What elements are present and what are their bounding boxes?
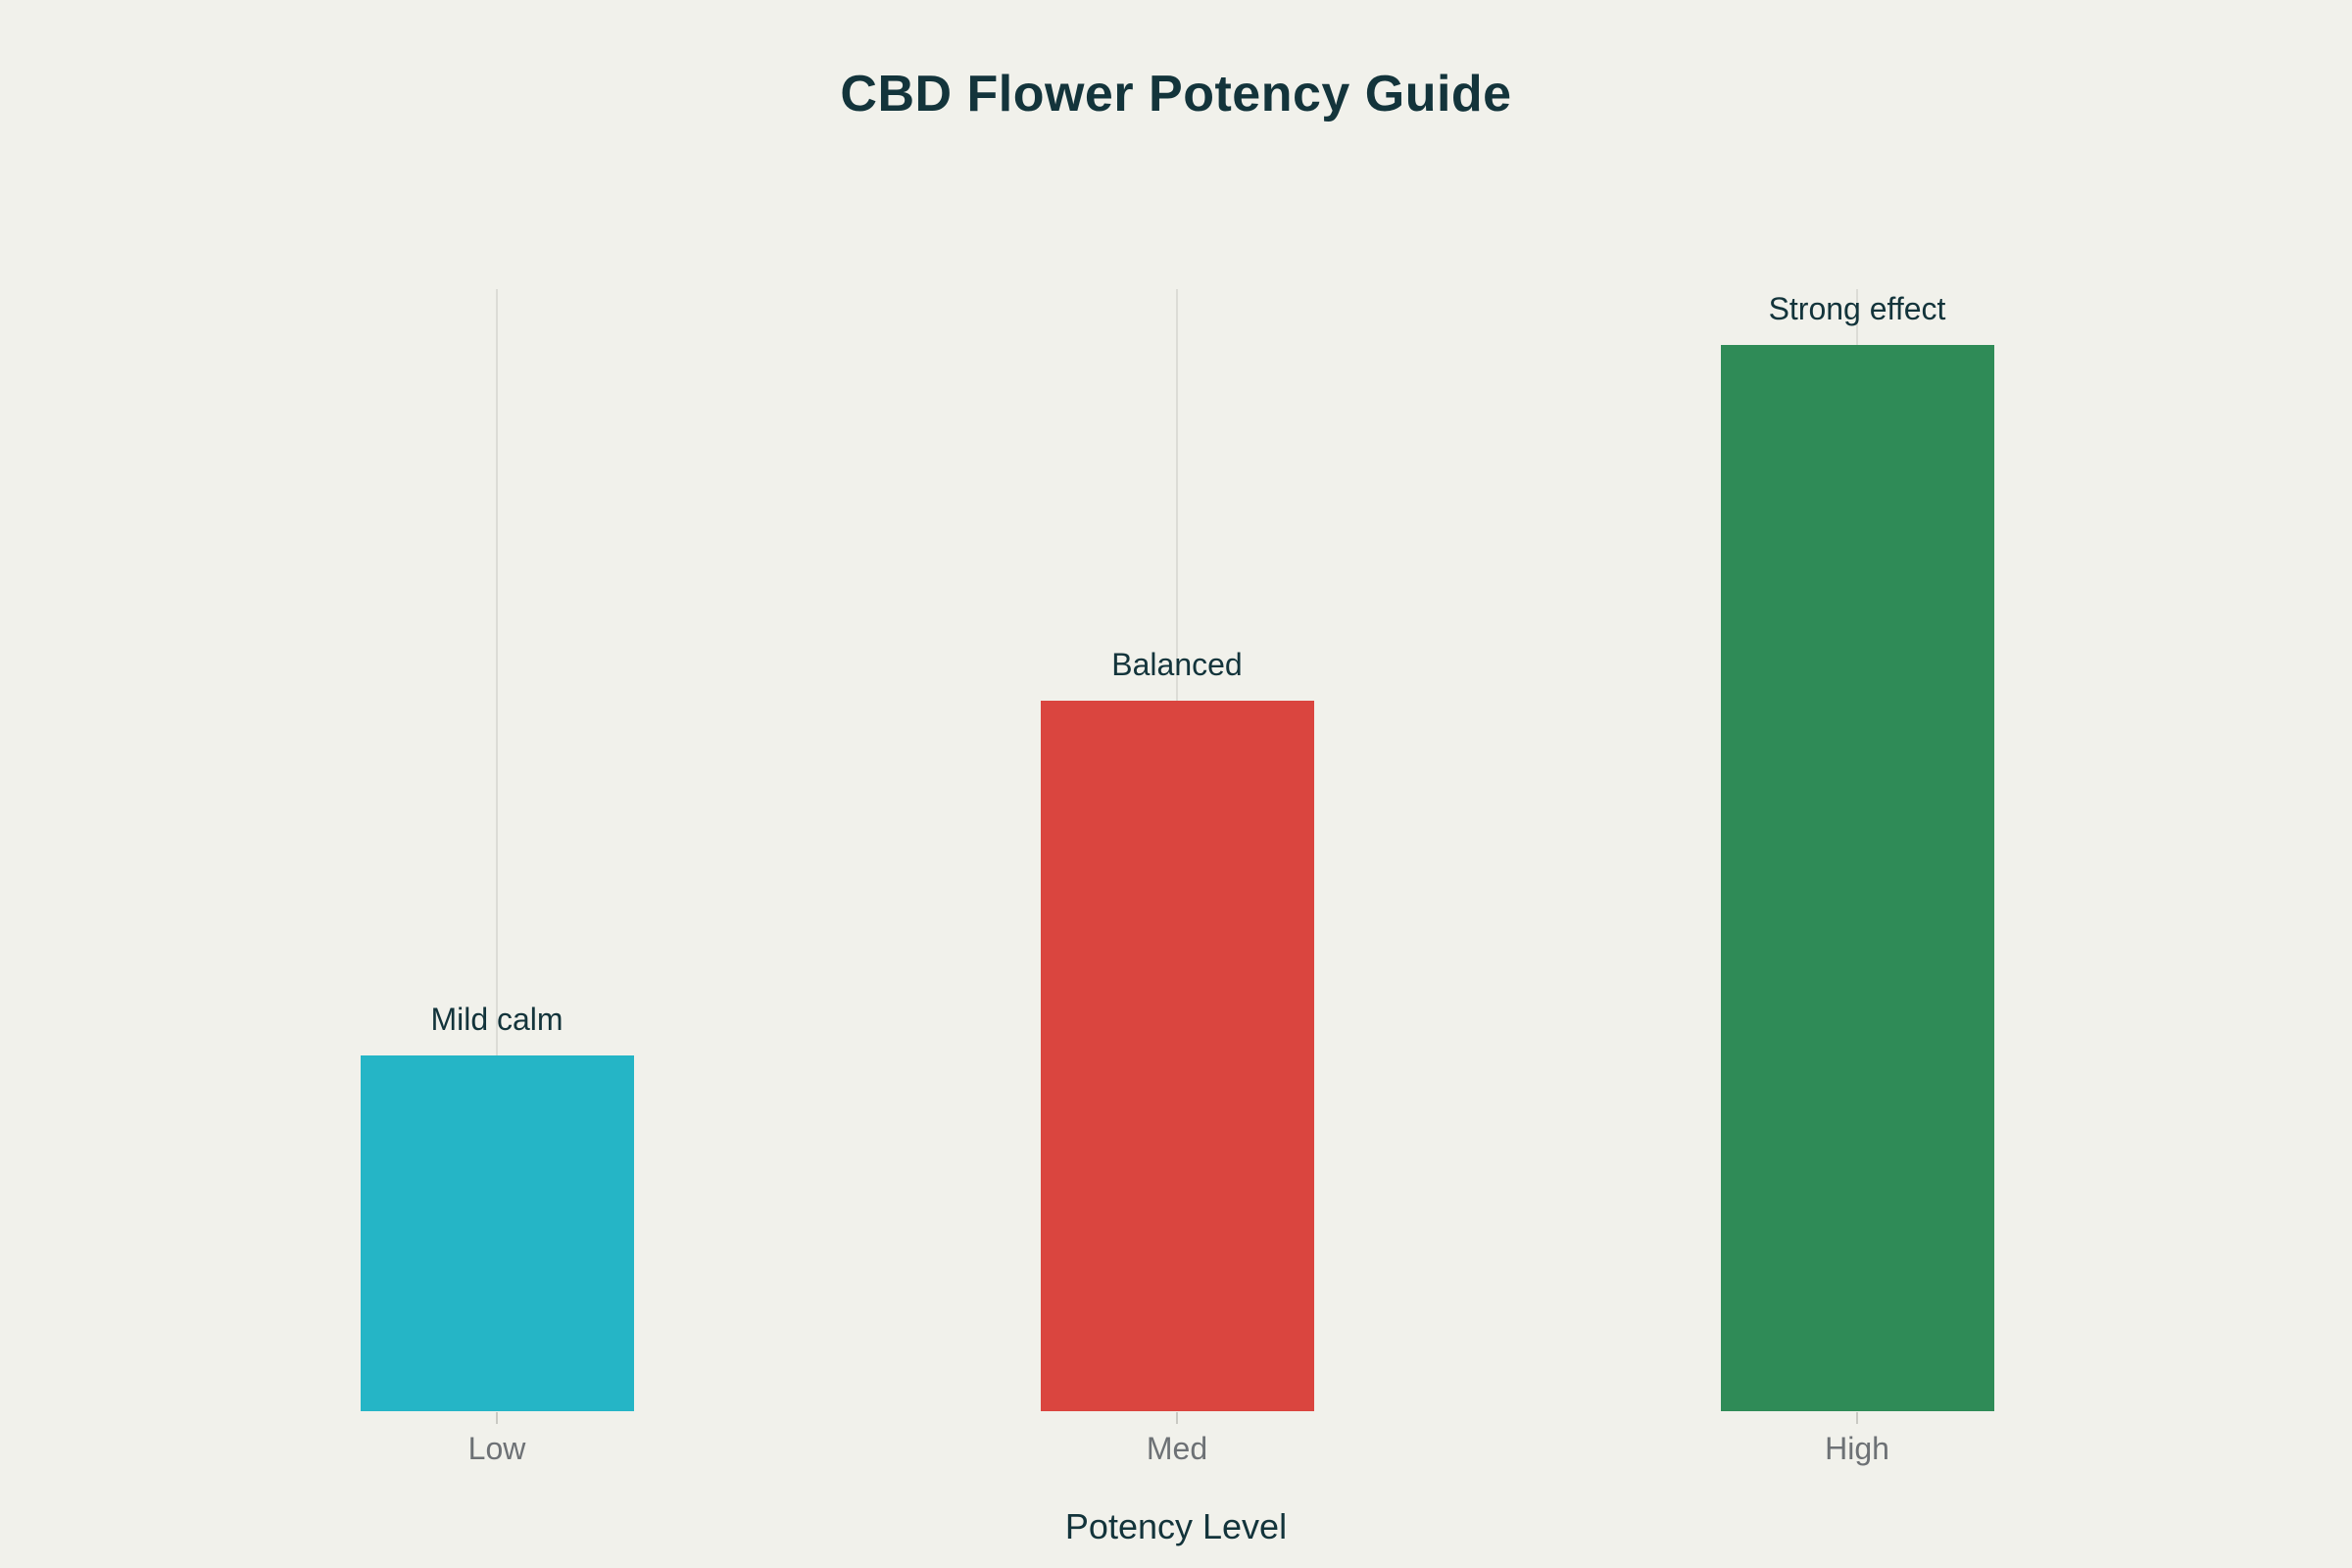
x-axis-title: Potency Level <box>1064 1506 1288 1546</box>
bar-low[interactable] <box>360 1055 634 1411</box>
bar-high[interactable] <box>1720 345 1994 1411</box>
x-axis-tick <box>496 1412 498 1424</box>
bar-med[interactable] <box>1040 701 1314 1411</box>
x-axis-tick-label: Low <box>467 1431 526 1466</box>
bar-value-label: Balanced <box>1111 647 1243 682</box>
x-axis-tick <box>1856 1412 1858 1424</box>
bar-value-label: Strong effect <box>1768 291 1946 326</box>
gridline <box>496 289 498 1411</box>
x-axis-tick-label: Med <box>1146 1431 1208 1466</box>
chart-title: CBD Flower Potency Guide <box>840 66 1512 122</box>
bar-value-label: Mild calm <box>430 1002 564 1037</box>
x-axis-tick <box>1176 1412 1178 1424</box>
x-axis-tick-label: High <box>1825 1431 1889 1466</box>
